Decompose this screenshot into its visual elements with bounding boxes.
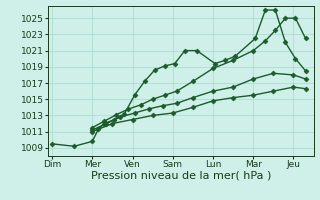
X-axis label: Pression niveau de la mer( hPa ): Pression niveau de la mer( hPa ) <box>91 171 271 181</box>
